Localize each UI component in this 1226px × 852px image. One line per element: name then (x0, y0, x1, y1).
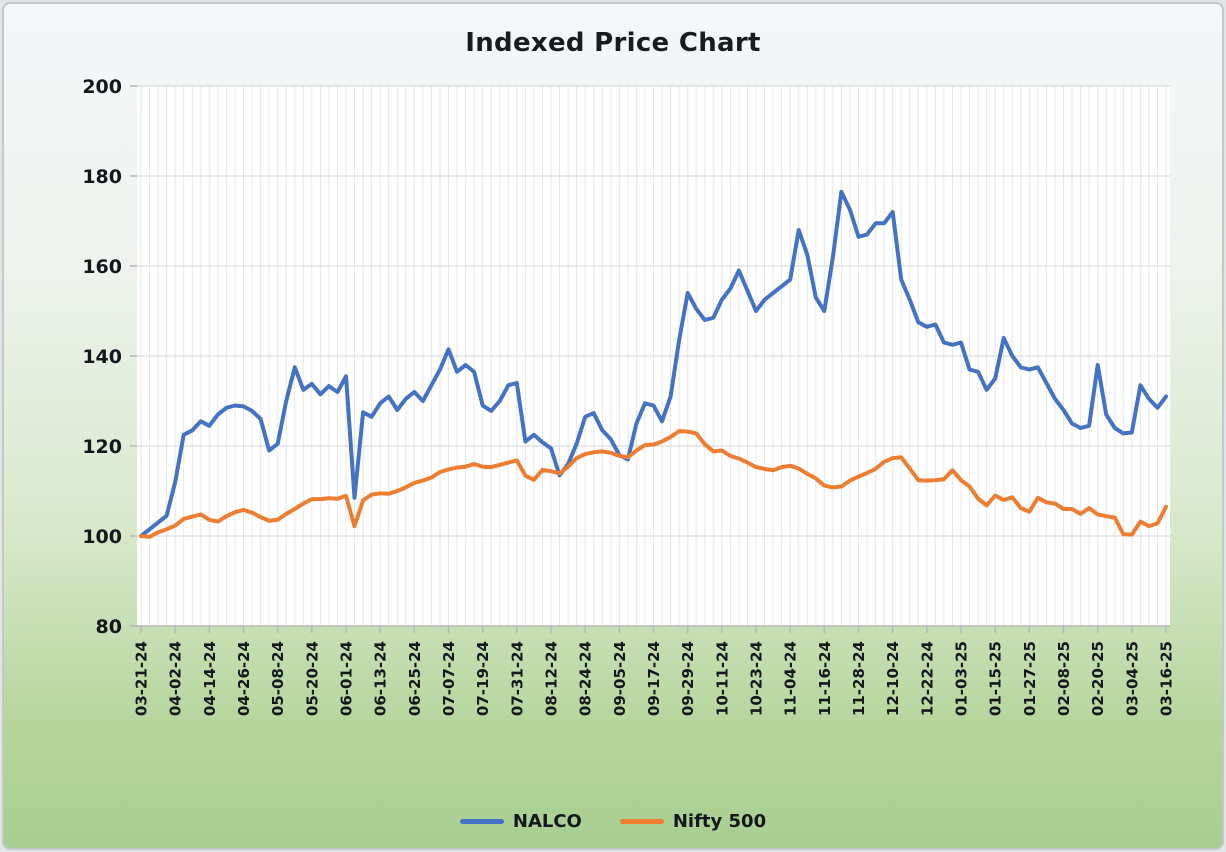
y-tick-label: 200 (82, 76, 122, 98)
x-tick-label: 03-21-24 (133, 641, 151, 716)
x-axis-labels: 03-21-24 04-02-24 04-14-24 04-26-24 05-08-24… (133, 641, 1176, 716)
y-tick-label: 80 (96, 616, 122, 638)
legend-item-nifty-500[interactable]: Nifty 500 (619, 811, 767, 832)
x-tick-label: 04-14-24 (201, 641, 219, 716)
x-tick-label: 08-12-24 (543, 641, 561, 716)
x-tick-label: 12-22-24 (918, 641, 936, 716)
y-tick-label: 100 (82, 526, 122, 548)
x-tick-label: 10-23-24 (748, 641, 766, 716)
x-tick-label: 06-25-24 (406, 641, 424, 716)
chart-legend: NALCO Nifty 500 (4, 811, 1222, 832)
y-tick-label: 180 (82, 166, 122, 188)
indexed-price-chart-svg: 80 100 120 140 160 180 200 03-21-24 04-02-24 04-1… (82, 76, 1176, 716)
x-tick-label: 10-11-24 (713, 641, 731, 716)
x-tick-label: 04-02-24 (167, 641, 185, 716)
x-tick-label: 01-27-25 (1021, 641, 1039, 716)
x-tick-label: 09-05-24 (611, 641, 629, 716)
x-tick-label: 06-13-24 (372, 641, 390, 716)
x-tick-label: 04-26-24 (235, 641, 253, 716)
nifty-500-line (139, 429, 1168, 539)
x-tick-label: 05-20-24 (303, 641, 321, 716)
x-tick-label: 01-15-25 (987, 641, 1005, 716)
y-tick-label: 140 (82, 346, 122, 368)
x-axis (137, 625, 1170, 633)
x-tick-label: 06-01-24 (338, 641, 356, 716)
x-tick-label: 07-19-24 (474, 641, 492, 716)
legend-label-nalco: NALCO (512, 811, 582, 832)
nalco-line-swatch (459, 819, 504, 824)
x-tick-label: 03-16-25 (1158, 641, 1176, 716)
legend-label-nifty-500: Nifty 500 (672, 811, 767, 832)
x-tick-label: 03-04-25 (1123, 641, 1141, 716)
nalco-line (139, 189, 1168, 538)
x-tick-label: 11-04-24 (782, 641, 800, 716)
x-tick-label: 02-20-25 (1089, 641, 1107, 716)
y-axis-labels: 80 100 120 140 160 180 200 (82, 76, 122, 638)
x-tick-label: 12-10-24 (884, 641, 902, 716)
y-tick-label: 120 (82, 436, 122, 458)
y-axis (130, 85, 137, 627)
chart-title: Indexed Price Chart (465, 28, 761, 58)
legend-item-nalco[interactable]: NALCO (459, 811, 582, 832)
x-tick-label: 11-16-24 (816, 641, 834, 716)
x-tick-label: 02-08-25 (1055, 641, 1073, 716)
x-tick-label: 09-29-24 (679, 641, 697, 716)
x-tick-label: 01-03-25 (953, 641, 971, 716)
x-tick-label: 09-17-24 (645, 641, 663, 716)
x-tick-label: 05-08-24 (269, 641, 287, 716)
x-tick-label: 07-31-24 (508, 641, 526, 716)
x-tick-label: 08-24-24 (577, 641, 595, 716)
x-tick-label: 07-07-24 (440, 641, 458, 716)
nifty-500-line-swatch (619, 819, 664, 824)
y-tick-label: 160 (82, 256, 122, 278)
x-tick-label: 11-28-24 (850, 641, 868, 716)
